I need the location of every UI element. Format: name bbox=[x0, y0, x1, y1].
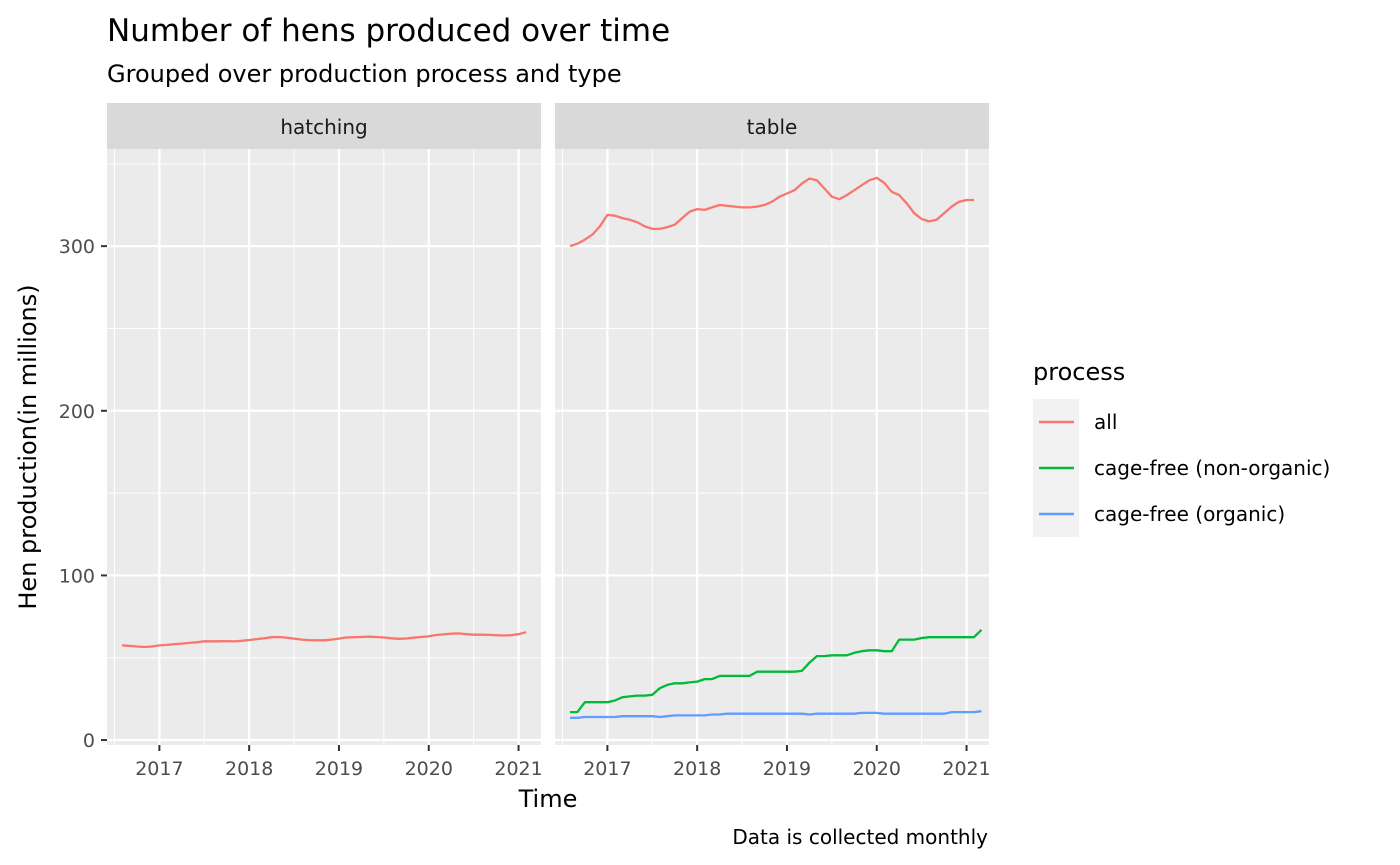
facet-panel-table: table 2017 2018 2019 2020 2021 bbox=[555, 103, 991, 780]
y-axis: 0 100 200 300 bbox=[59, 236, 107, 752]
x-tick-label: 2021 bbox=[942, 758, 990, 780]
y-tick-label: 300 bbox=[59, 236, 95, 258]
x-tick-label: 2020 bbox=[405, 758, 453, 780]
y-tick-label: 0 bbox=[83, 730, 95, 752]
gridlines-hatching bbox=[107, 149, 541, 745]
facet-panel-hatching: hatching 2017 2018 2019 2020 2021 bbox=[107, 103, 543, 780]
facet-strip-hatching bbox=[107, 103, 541, 149]
x-tick-label: 2018 bbox=[225, 758, 273, 780]
x-tick-label: 2018 bbox=[673, 758, 721, 780]
y-tick-label: 200 bbox=[59, 401, 95, 423]
series-line-cage-free-organic-table bbox=[570, 710, 982, 719]
chart-subtitle: Grouped over production process and type bbox=[107, 60, 622, 88]
facet-strip-label-table: table bbox=[747, 115, 798, 139]
panel-background-table bbox=[555, 149, 989, 745]
x-axis-title: Time bbox=[518, 785, 578, 813]
series-line-cage-free-non-organic-table bbox=[570, 628, 983, 714]
x-tick-label: 2020 bbox=[853, 758, 901, 780]
panel-background-hatching bbox=[107, 149, 541, 745]
y-tick-label: 100 bbox=[59, 565, 95, 587]
legend: process all cage-free (non-organic) cage-f… bbox=[1033, 358, 1330, 537]
legend-title: process bbox=[1033, 358, 1125, 386]
x-ticks-table: 2017 2018 2019 2020 2021 bbox=[583, 745, 991, 780]
x-tick-label: 2019 bbox=[315, 758, 363, 780]
facet-strip-table bbox=[555, 103, 989, 149]
facet-strip-label-hatching: hatching bbox=[280, 115, 367, 139]
series-line-all-hatching bbox=[121, 631, 527, 649]
series-lines-table bbox=[569, 176, 983, 719]
series-lines-hatching bbox=[121, 631, 527, 649]
gridlines-table bbox=[555, 149, 989, 745]
chart-title: Number of hens produced over time bbox=[107, 13, 670, 49]
x-ticks-hatching: 2017 2018 2019 2020 2021 bbox=[135, 745, 543, 780]
series-line-all-table bbox=[569, 176, 974, 248]
y-axis-title: Hen production(in millions) bbox=[14, 284, 42, 609]
legend-label-cage-free-non-organic: cage-free (non-organic) bbox=[1094, 456, 1330, 480]
x-tick-label: 2017 bbox=[583, 758, 631, 780]
chart-caption: Data is collected monthly bbox=[732, 825, 988, 849]
x-tick-label: 2019 bbox=[763, 758, 811, 780]
legend-label-all: all bbox=[1094, 410, 1117, 434]
x-tick-label: 2017 bbox=[135, 758, 183, 780]
legend-label-cage-free-organic: cage-free (organic) bbox=[1094, 502, 1285, 526]
x-tick-label: 2021 bbox=[494, 758, 542, 780]
